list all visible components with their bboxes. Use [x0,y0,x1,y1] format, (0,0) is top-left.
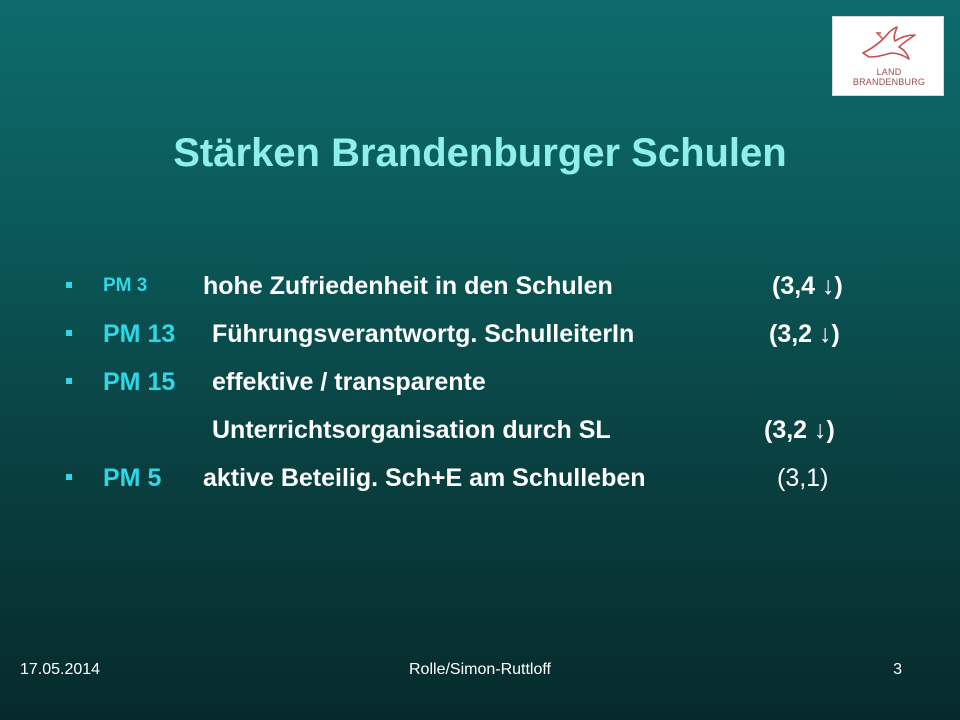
slide-title: Stärken Brandenburger Schulen [173,131,787,175]
item-text: Führungsverantwortg. SchulleiterIn [212,320,635,348]
item-text: hohe Zufriedenheit in den Schulen [203,272,613,300]
item-text: effektive / transparente [212,368,486,396]
brandenburg-logo: LAND BRANDENBURG [832,16,944,96]
item-score: (3,2 ↓) [769,320,840,348]
square-bullet-icon [66,330,72,336]
list-item-pm15-continued: Unterrichtsorganisation durch SL (3,2 ↓) [66,406,926,454]
item-text-continued: Unterrichtsorganisation durch SL [212,416,611,444]
item-score: (3,2 ↓) [764,416,835,444]
footer-date: 17.05.2014 [20,661,101,678]
item-code: PM 5 [103,464,162,492]
logo-text-brandenburg: BRANDENBURG [852,77,926,87]
item-score: (3,1) [777,464,829,492]
item-code: PM 13 [103,320,176,348]
logo-text-land: LAND [876,67,902,77]
list-item-pm15: PM 15 effektive / transparente [66,358,926,406]
list-item-pm5: PM 5 aktive Beteilig. Sch+E am Schullebe… [66,454,926,502]
square-bullet-icon [66,282,72,288]
footer-author: Rolle/Simon-Ruttloff [409,661,551,678]
item-text: aktive Beteilig. Sch+E am Schulleben [203,464,646,492]
square-bullet-icon [66,378,72,384]
list-item-pm3: PM 3 hohe Zufriedenheit in den Schulen (… [66,262,926,310]
page-number: 3 [893,661,902,678]
item-code: PM 3 [103,275,148,296]
eagle-icon [862,26,916,60]
item-score: (3,4 ↓) [772,272,843,300]
square-bullet-icon [66,474,72,480]
item-code: PM 15 [103,368,176,396]
list-item-pm13: PM 13 Führungsverantwortg. SchulleiterIn… [66,310,926,358]
bullet-list: PM 3 hohe Zufriedenheit in den Schulen (… [66,262,926,502]
